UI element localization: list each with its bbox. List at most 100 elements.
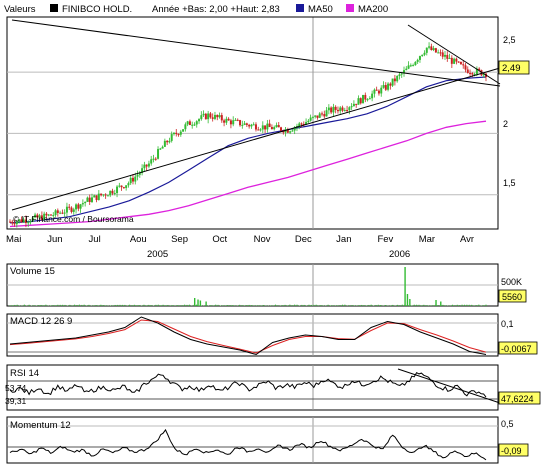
candle-body bbox=[9, 221, 11, 223]
candle-body bbox=[375, 89, 378, 91]
candle-body bbox=[127, 183, 130, 186]
volume-tick-label: 500K bbox=[501, 277, 522, 287]
candle-body bbox=[118, 185, 121, 187]
candle-body bbox=[300, 123, 303, 125]
candle-body bbox=[348, 107, 351, 111]
ma50-swatch bbox=[296, 4, 304, 12]
candle-body bbox=[409, 65, 412, 67]
candle-body bbox=[434, 48, 437, 53]
candle-body bbox=[109, 190, 112, 196]
candle-body bbox=[186, 121, 189, 125]
instrument-swatch bbox=[50, 4, 58, 12]
candle-body bbox=[332, 106, 335, 113]
candle-body bbox=[259, 129, 262, 131]
price-frame bbox=[6, 16, 499, 230]
momentum-line bbox=[9, 428, 487, 461]
y-tick-label: 2,5 bbox=[503, 35, 516, 45]
candle-body bbox=[216, 114, 219, 118]
candle-body bbox=[368, 98, 371, 100]
volume-panel: Volume 15 500K 5560 bbox=[6, 263, 527, 307]
candle-body bbox=[291, 130, 294, 132]
candle-body bbox=[286, 129, 289, 133]
candle-body bbox=[448, 57, 451, 59]
candle-body bbox=[56, 210, 59, 214]
candle-body bbox=[170, 134, 173, 141]
candle-body bbox=[241, 124, 244, 126]
candle-body bbox=[384, 85, 387, 90]
candle-body bbox=[462, 64, 465, 66]
candle-body bbox=[207, 113, 210, 120]
candle-body bbox=[321, 113, 324, 115]
volume-bars bbox=[9, 267, 487, 306]
volume-title: Volume 15 bbox=[10, 266, 55, 277]
year-label-2006: 2006 bbox=[389, 249, 410, 260]
candle-body bbox=[75, 204, 78, 210]
candle-body bbox=[61, 212, 64, 214]
candle-body bbox=[302, 124, 305, 126]
candle-body bbox=[229, 120, 232, 125]
candle-body bbox=[84, 201, 87, 204]
candle-body bbox=[466, 69, 469, 73]
candle-body bbox=[352, 103, 355, 107]
candle-body bbox=[134, 176, 137, 182]
candle-body bbox=[227, 118, 230, 121]
candle-body bbox=[111, 190, 114, 194]
candle-body bbox=[423, 52, 426, 55]
rsi-title: RSI 14 bbox=[10, 368, 39, 379]
candle-body bbox=[444, 54, 447, 57]
candle-body bbox=[193, 124, 196, 126]
candle-body bbox=[414, 61, 417, 66]
candle-body bbox=[202, 113, 205, 116]
candle-body bbox=[45, 213, 48, 216]
month-label: Sep bbox=[171, 234, 188, 245]
candle-body bbox=[359, 98, 362, 104]
candle-body bbox=[218, 115, 221, 118]
month-label: Avr bbox=[460, 234, 474, 245]
candle-body bbox=[478, 68, 481, 71]
candle-body bbox=[159, 148, 162, 150]
momentum-panel: Momentum 12 0,5 -0,09 bbox=[6, 416, 529, 464]
ma200-line bbox=[9, 120, 487, 228]
candle-body bbox=[334, 106, 337, 110]
month-label: Jun bbox=[47, 234, 62, 245]
candle-body bbox=[393, 78, 396, 82]
candle-body bbox=[250, 124, 253, 127]
candle-body bbox=[371, 93, 374, 99]
momentum-frame bbox=[6, 416, 499, 464]
candle-body bbox=[418, 56, 421, 60]
month-label: Jul bbox=[89, 234, 101, 245]
candle-body bbox=[104, 194, 107, 196]
price-grid bbox=[7, 71, 498, 196]
y-tick-label: 1,5 bbox=[503, 178, 516, 188]
candle-body bbox=[236, 119, 239, 121]
candle-body bbox=[188, 121, 191, 126]
candle-body bbox=[200, 115, 203, 120]
candle-body bbox=[138, 173, 141, 175]
month-label: Fev bbox=[377, 234, 393, 245]
valeurs-label: Valeurs bbox=[4, 4, 36, 15]
candle-body bbox=[475, 68, 478, 75]
watermark: © IT-Finance.com / Boursorama bbox=[13, 214, 134, 224]
rsi-tick-label: 39,31 bbox=[5, 396, 27, 406]
candle-body bbox=[309, 117, 312, 121]
momentum-tick-label: 0,5 bbox=[501, 419, 514, 429]
candle-body bbox=[289, 131, 292, 133]
candle-body bbox=[168, 140, 171, 143]
candle-body bbox=[403, 70, 406, 74]
candle-body bbox=[268, 123, 271, 127]
candle-body bbox=[36, 214, 39, 218]
candle-body bbox=[204, 113, 207, 120]
candle-body bbox=[11, 221, 14, 224]
candle-body bbox=[166, 140, 169, 143]
candle-body bbox=[88, 197, 91, 202]
candle-body bbox=[72, 209, 75, 212]
candle-body bbox=[81, 203, 84, 205]
candle-body bbox=[157, 149, 160, 159]
candle-body bbox=[52, 215, 55, 217]
candle-body bbox=[391, 78, 394, 86]
macd-title: MACD 12 26 9 bbox=[10, 316, 72, 327]
candle-body bbox=[179, 131, 182, 135]
candle-body bbox=[100, 193, 103, 196]
